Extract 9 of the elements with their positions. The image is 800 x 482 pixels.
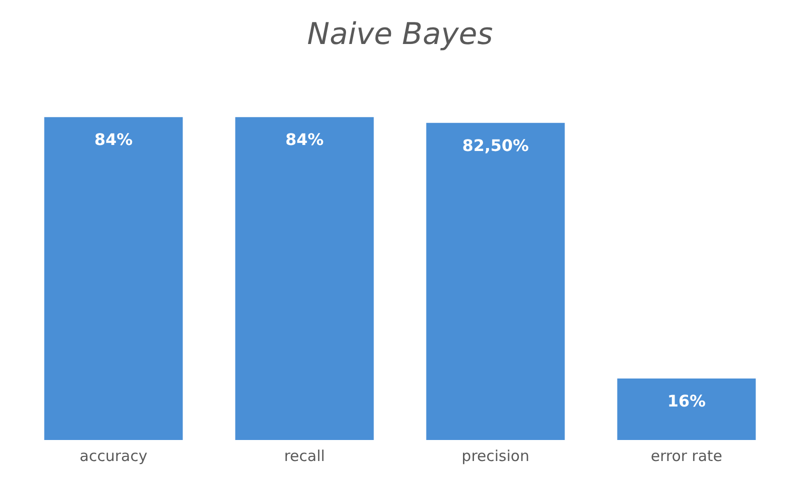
x-tick-label: precision — [462, 446, 530, 465]
data-label: 82,50% — [462, 136, 529, 155]
x-tick-label: error rate — [650, 446, 722, 465]
data-label: 84% — [94, 130, 133, 150]
chart-title: Naive Bayes — [307, 16, 493, 52]
data-label: 16% — [667, 392, 706, 411]
x-tick-label: recall — [284, 446, 325, 465]
data-label: 84% — [285, 130, 324, 150]
x-tick-label: accuracy — [80, 446, 148, 465]
